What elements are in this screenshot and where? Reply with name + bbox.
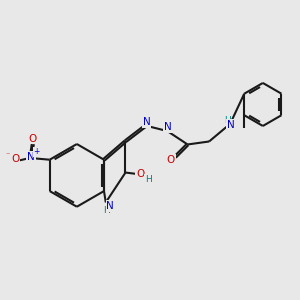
Text: O: O xyxy=(28,134,37,143)
Text: N: N xyxy=(106,201,114,211)
Text: +: + xyxy=(33,147,40,156)
Text: N: N xyxy=(143,117,151,127)
Text: N: N xyxy=(227,120,235,130)
Text: ⁻: ⁻ xyxy=(6,150,10,159)
Text: O: O xyxy=(136,169,145,179)
Text: N: N xyxy=(27,152,35,162)
Text: O: O xyxy=(11,154,19,164)
Text: N: N xyxy=(164,122,172,132)
Text: O: O xyxy=(167,155,175,165)
Text: H: H xyxy=(145,175,152,184)
Text: H: H xyxy=(103,206,110,215)
Text: H: H xyxy=(224,116,230,125)
